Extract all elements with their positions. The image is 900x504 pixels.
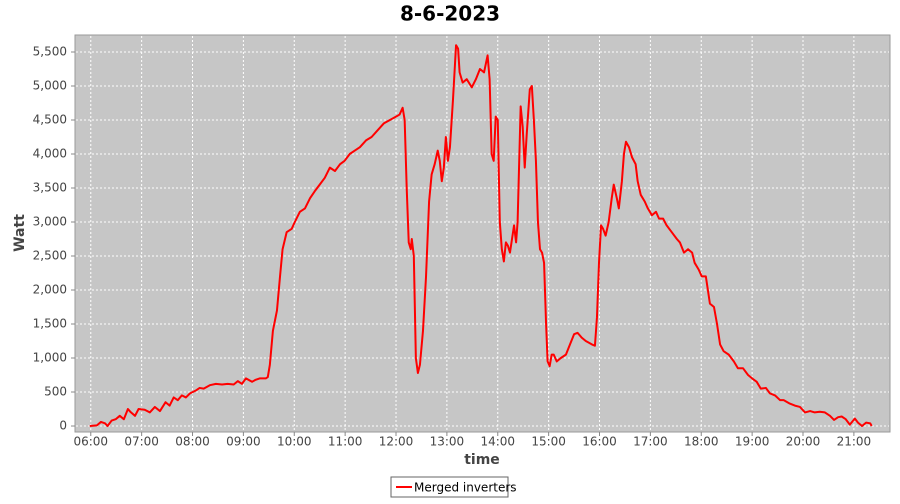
y-tick-label: 5,500 [33,45,67,59]
x-tick-label: 18:00 [684,435,719,449]
y-tick-label: 1,500 [33,317,67,331]
y-tick-label: 500 [44,385,67,399]
y-tick-label: 3,000 [33,215,67,229]
x-tick-label: 12:00 [379,435,414,449]
chart-title: 8-6-2023 [400,2,500,26]
x-tick-label: 19:00 [735,435,770,449]
legend-label: Merged inverters [414,481,517,495]
x-tick-label: 21:00 [837,435,872,449]
plot-area [74,34,891,433]
x-axis-label: time [464,452,500,468]
y-tick-label: 2,000 [33,283,67,297]
y-tick-label: 0 [59,419,67,433]
y-tick-label: 3,500 [33,181,67,195]
data-line [89,44,873,428]
y-tick-label: 4,000 [33,147,67,161]
x-tick-label: 15:00 [531,435,566,449]
x-tick-label: 14:00 [480,435,515,449]
legend [390,476,509,498]
x-tick-label: 07:00 [124,435,159,449]
x-tick-label: 08:00 [175,435,210,449]
x-tick-label: 10:00 [277,435,312,449]
x-tick-label: 16:00 [582,435,617,449]
x-tick-label: 06:00 [73,435,108,449]
y-tick-label: 2,500 [33,249,67,263]
x-tick-label: 17:00 [633,435,668,449]
y-tick-label: 5,000 [33,79,67,93]
x-tick-label: 13:00 [430,435,465,449]
x-tick-label: 11:00 [328,435,363,449]
y-axis-label: Watt [12,214,28,252]
x-tick-label: 09:00 [226,435,261,449]
y-tick-label: 4,500 [33,113,67,127]
x-tick-label: 20:00 [786,435,821,449]
y-tick-label: 1,000 [33,351,67,365]
